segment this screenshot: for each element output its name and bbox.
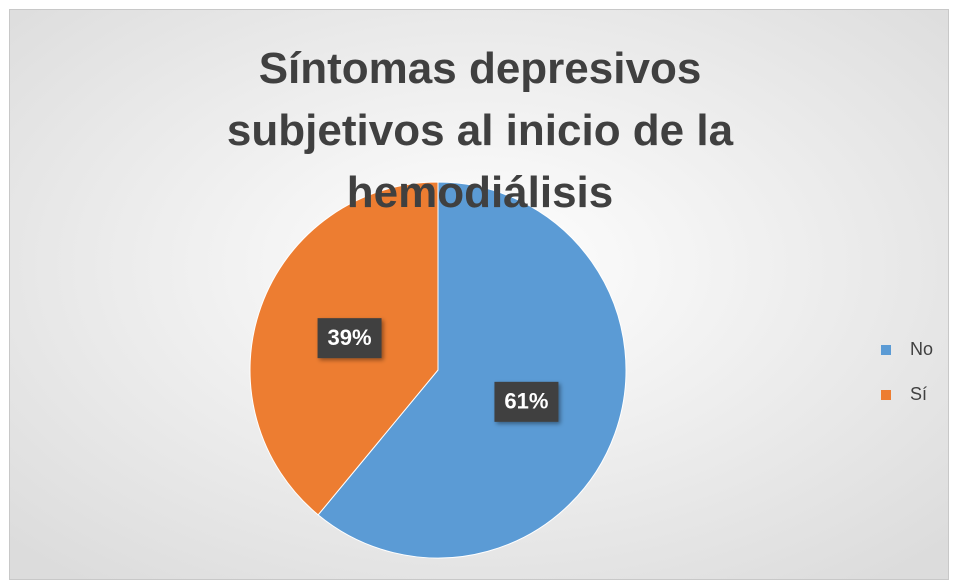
- data-label: 39%: [328, 325, 372, 350]
- data-label-box: [317, 318, 382, 359]
- legend-swatch: [881, 345, 891, 355]
- legend-label: Sí: [910, 384, 927, 404]
- data-label-box: [494, 381, 559, 422]
- pie-slice: [317, 181, 627, 559]
- data-label: 61%: [504, 389, 548, 414]
- chart-title: Síntomas depresivos subjetivos al inicio…: [226, 44, 734, 217]
- legend-swatch: [881, 390, 891, 400]
- legend-label: No: [910, 339, 933, 359]
